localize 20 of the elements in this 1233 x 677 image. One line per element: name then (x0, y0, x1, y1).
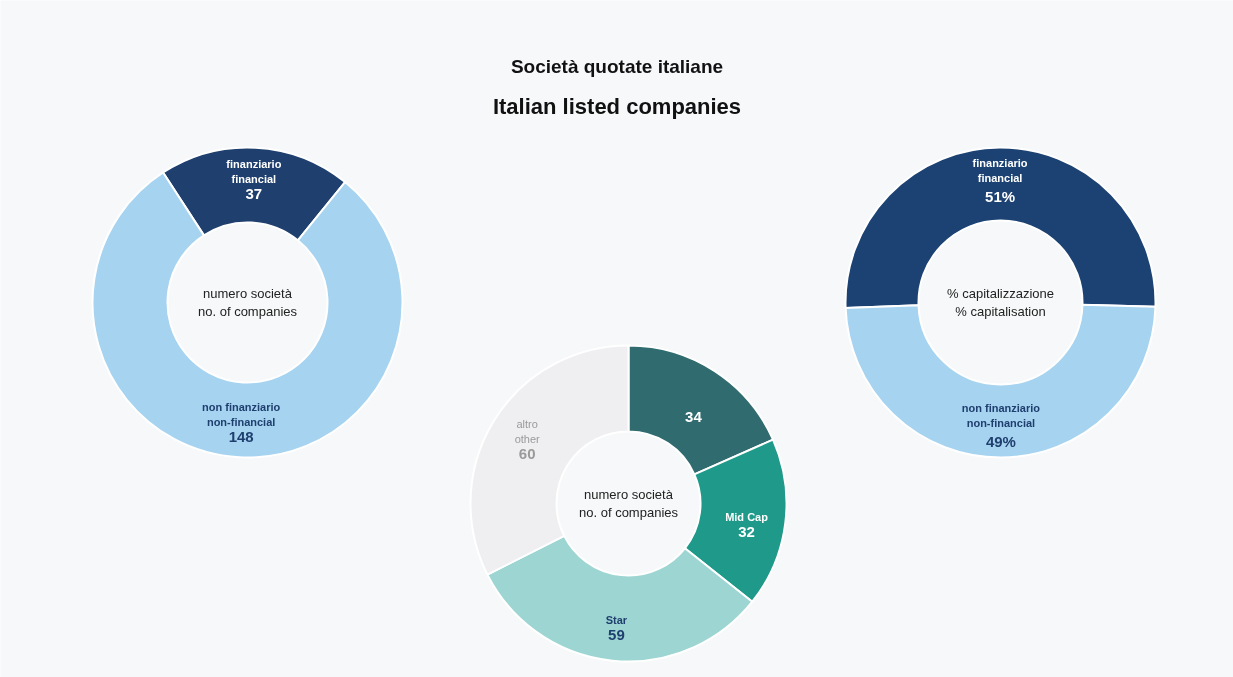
text: numero società no. of companies (579, 486, 679, 521)
data-label: 34 (685, 407, 703, 425)
data-label: 51% (985, 188, 1016, 205)
data-label: 60 (518, 445, 536, 463)
slice-label: Star (605, 613, 628, 626)
data-label: 59 (608, 625, 625, 643)
data-label: 32 (738, 522, 755, 540)
text: numero società no. of companies (198, 285, 298, 320)
data-label: 37 (245, 185, 263, 203)
slice-label: non finanziario non-financial (202, 400, 281, 428)
data-label: 148 (228, 427, 254, 445)
slice-label: Mid Cap (725, 510, 769, 523)
slice-label: finanziario financial (226, 158, 282, 186)
text: Società quotate italiane (510, 56, 724, 77)
text: Italian listed companies (492, 94, 742, 119)
slice-label: non finanziario non-financial (961, 402, 1041, 429)
data-label: 49% (985, 433, 1016, 450)
slice-label: finanziario financial (972, 157, 1028, 184)
text: % capitalizzazione % capitalisation (947, 285, 1054, 320)
slice-label: altro other (514, 418, 541, 446)
